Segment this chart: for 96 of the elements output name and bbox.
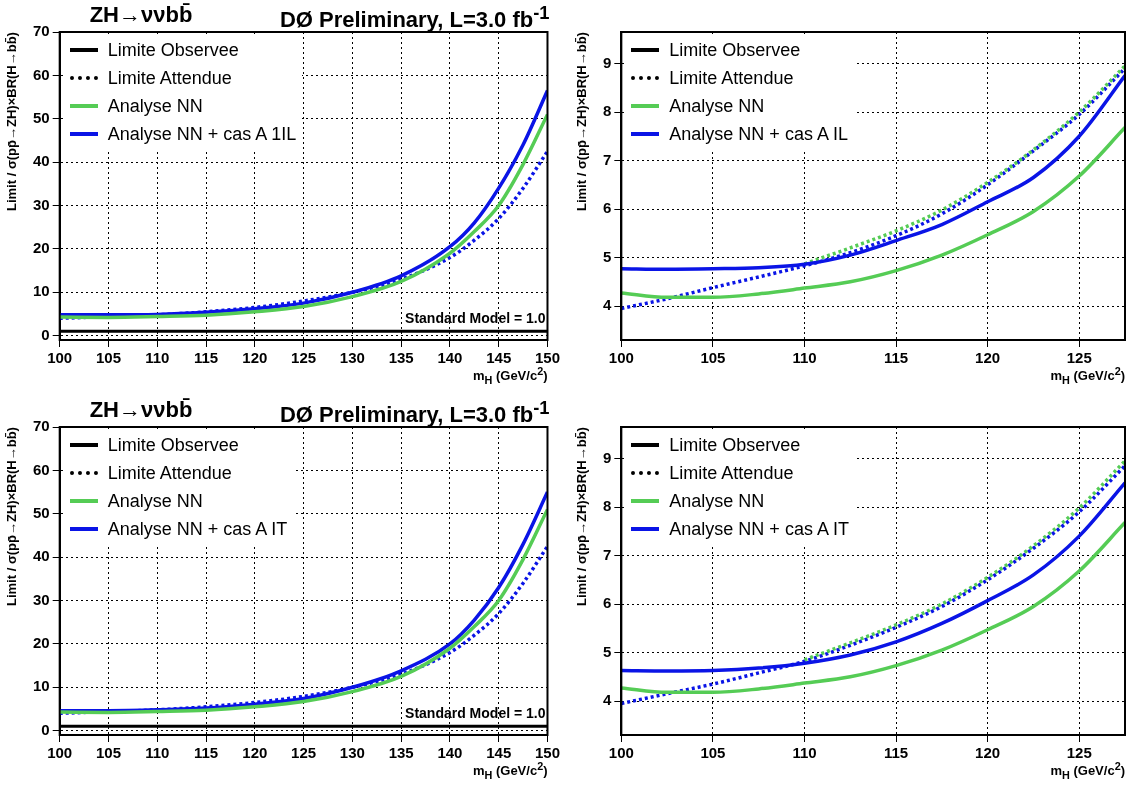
- y-axis-title: Limit / σ(pp̄→ZH)×BR(H→bb̄): [4, 427, 19, 606]
- y-tick-label: 7: [603, 150, 612, 168]
- y-tick-label: 8: [603, 102, 612, 120]
- legend-label: Analyse NN: [107, 490, 203, 512]
- line-series: [621, 125, 1125, 300]
- x-tick-label: 125: [1066, 744, 1092, 762]
- y-tick-label: 6: [603, 594, 612, 612]
- x-tick-label: 150: [534, 744, 560, 762]
- x-tick-label: 135: [388, 744, 414, 762]
- ref-line-label: Standard Model = 1.0: [405, 705, 546, 722]
- x-tick-label: 110: [792, 349, 817, 367]
- y-tick-label: 70: [33, 417, 50, 435]
- x-tick-label: 100: [47, 744, 73, 762]
- x-tick-label: 120: [975, 349, 1001, 367]
- x-tick-label: 115: [883, 744, 909, 762]
- x-tick-label: 115: [193, 744, 219, 762]
- y-tick-label: 20: [33, 239, 50, 257]
- x-tick-label: 120: [242, 744, 268, 762]
- y-tick-label: 5: [603, 642, 612, 660]
- x-axis-title: m$_{H}$ (GeV/c$^{2}$): [472, 365, 548, 386]
- x-tick-label: 115: [193, 349, 219, 367]
- y-tick-label: 60: [33, 65, 50, 83]
- y-tick-label: 4: [603, 691, 612, 709]
- x-tick-label: 145: [486, 349, 512, 367]
- x-tick-label: 105: [95, 349, 121, 367]
- y-tick-label: 60: [33, 460, 50, 478]
- legend-label: Limite Observee: [669, 39, 801, 61]
- x-tick-label: 130: [339, 349, 365, 367]
- x-tick-label: 120: [242, 349, 268, 367]
- x-tick-label: 125: [1066, 349, 1092, 367]
- y-tick-label: 7: [603, 545, 612, 563]
- legend-label: Limite Observee: [107, 39, 239, 61]
- y-tick-label: 9: [603, 448, 612, 466]
- y-tick-label: 30: [33, 590, 50, 608]
- y-tick-label: 40: [33, 152, 50, 170]
- y-axis-title: Limit / σ(pp̄→ZH)×BR(H→bb̄): [574, 32, 589, 211]
- line-series: [621, 66, 1125, 311]
- x-tick-label: 130: [339, 744, 365, 762]
- y-tick-label: 40: [33, 547, 50, 565]
- chart-subtitle: DØ Preliminary, L=3.0 fb$^{-1}$: [279, 2, 550, 34]
- x-tick-label: 140: [437, 349, 463, 367]
- x-axis-title: m$_{H}$ (GeV/c$^{2}$): [472, 760, 548, 781]
- x-tick-label: 100: [47, 349, 73, 367]
- legend-label: Limite Attendue: [107, 462, 232, 484]
- x-tick-label: 115: [883, 349, 909, 367]
- y-tick-label: 8: [603, 497, 612, 515]
- chart-title: ZH→ννbb̄: [89, 397, 193, 423]
- line-series: [621, 464, 1125, 706]
- y-tick-label: 9: [603, 53, 612, 71]
- chart-subtitle: DØ Preliminary, L=3.0 fb$^{-1}$: [279, 397, 550, 429]
- legend-label: Limite Observee: [669, 434, 801, 456]
- x-axis-title: m$_{H}$ (GeV/c$^{2}$): [1050, 760, 1125, 781]
- legend-label: Analyse NN + cas A IL: [669, 123, 848, 145]
- y-tick-label: 0: [41, 720, 50, 738]
- legend-label: Analyse NN + cas A IT: [107, 518, 288, 540]
- legend-label: Analyse NN + cas A 1IL: [107, 123, 297, 145]
- legend-label: Analyse NN: [107, 95, 203, 117]
- legend-label: Limite Attendue: [669, 67, 794, 89]
- x-tick-label: 105: [700, 349, 726, 367]
- x-tick-label: 120: [975, 744, 1001, 762]
- legend-label: Limite Attendue: [669, 462, 794, 484]
- x-tick-label: 105: [95, 744, 121, 762]
- y-tick-label: 4: [603, 296, 612, 314]
- chart-title: ZH→ννbb̄: [89, 2, 193, 28]
- x-tick-label: 140: [437, 744, 463, 762]
- x-tick-label: 135: [388, 349, 414, 367]
- y-tick-label: 6: [603, 199, 612, 217]
- legend-label: Limite Observee: [107, 434, 239, 456]
- legend-label: Analyse NN: [669, 490, 765, 512]
- y-tick-label: 50: [33, 108, 50, 126]
- x-tick-label: 110: [145, 349, 170, 367]
- y-tick-label: 50: [33, 503, 50, 521]
- x-tick-label: 100: [608, 744, 634, 762]
- y-tick-label: 30: [33, 195, 50, 213]
- x-tick-label: 145: [486, 744, 512, 762]
- legend-label: Analyse NN: [669, 95, 765, 117]
- legend-label: Limite Attendue: [107, 67, 232, 89]
- x-tick-label: 125: [291, 349, 317, 367]
- y-axis-title: Limit / σ(pp̄→ZH)×BR(H→bb̄): [574, 427, 589, 606]
- y-tick-label: 10: [33, 677, 50, 695]
- y-tick-label: 20: [33, 634, 50, 652]
- y-tick-label: 70: [33, 22, 50, 40]
- y-tick-label: 5: [603, 247, 612, 265]
- line-series: [621, 520, 1125, 695]
- y-tick-label: 10: [33, 282, 50, 300]
- ref-line-label: Standard Model = 1.0: [405, 310, 546, 327]
- x-tick-label: 100: [608, 349, 634, 367]
- x-axis-title: m$_{H}$ (GeV/c$^{2}$): [1050, 365, 1125, 386]
- x-tick-label: 150: [534, 349, 560, 367]
- x-tick-label: 110: [792, 744, 817, 762]
- y-tick-label: 0: [41, 325, 50, 343]
- y-axis-title: Limit / σ(pp̄→ZH)×BR(H→bb̄): [4, 32, 19, 211]
- x-tick-label: 125: [291, 744, 317, 762]
- legend-label: Analyse NN + cas A IT: [669, 518, 849, 540]
- x-tick-label: 105: [700, 744, 726, 762]
- x-tick-label: 110: [145, 744, 170, 762]
